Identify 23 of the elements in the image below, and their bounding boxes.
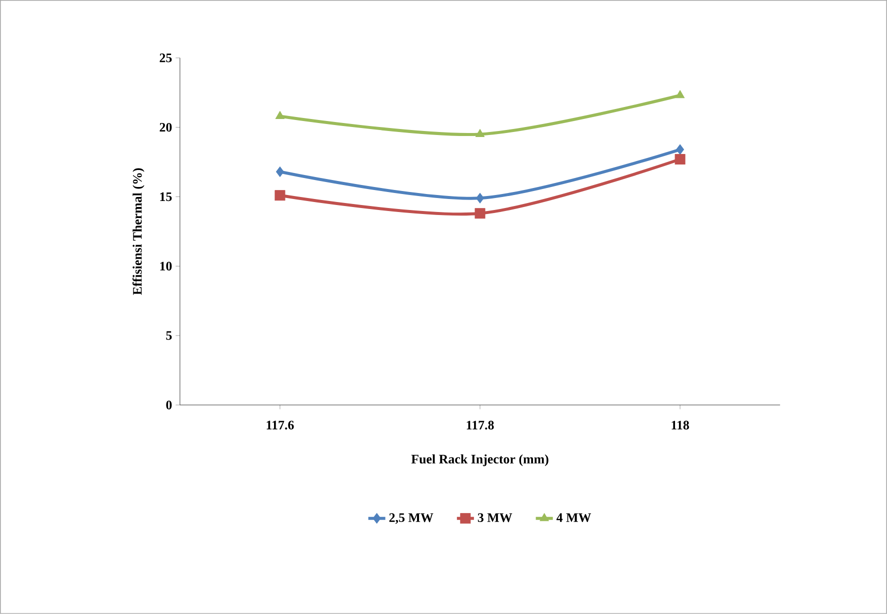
point (276, 166, 284, 178)
point (676, 144, 684, 155)
y-tick-label: 25 (160, 54, 172, 62)
legend-label: 2,5 MW (389, 513, 434, 524)
point (675, 90, 685, 98)
point (275, 110, 285, 119)
y-tick-label: 0 (166, 400, 172, 410)
point (475, 129, 485, 138)
y-axis-title: Effisiensi Thermal (%) (132, 168, 144, 295)
x-tick-label: 117.8 (466, 420, 494, 430)
y-tick-label: 20 (160, 122, 172, 132)
y-tick-label: 15 (160, 192, 172, 202)
point (474, 208, 486, 219)
point (476, 192, 484, 204)
y-tick-label: 10 (160, 262, 172, 271)
x-tick-label: 118 (672, 420, 689, 430)
legend-label: 4 MW (556, 513, 592, 522)
legend-label: 3 MW (478, 513, 512, 522)
point (274, 190, 286, 201)
x-axis-title: Fuel Rack Injector (mm) (411, 454, 548, 466)
point (674, 154, 686, 165)
y-tick-label: 5 (166, 331, 172, 340)
x-tick-label: 117.6 (266, 420, 294, 430)
